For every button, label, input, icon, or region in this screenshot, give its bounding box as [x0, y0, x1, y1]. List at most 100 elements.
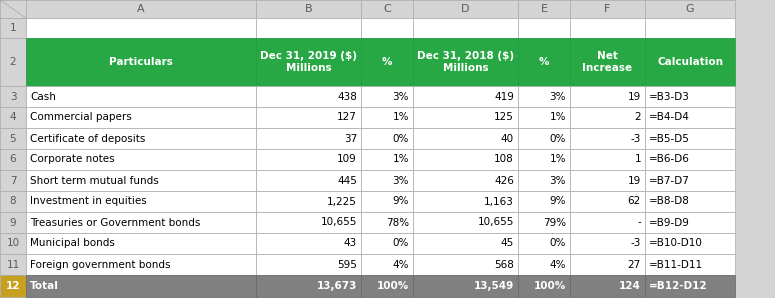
- Bar: [645, 128, 735, 149]
- Text: Short term mutual funds: Short term mutual funds: [30, 176, 159, 185]
- Bar: [361, 86, 413, 107]
- Bar: [0, 18, 26, 38]
- Text: 595: 595: [337, 260, 357, 269]
- Text: Dec 31, 2019 ($)
Millions: Dec 31, 2019 ($) Millions: [260, 51, 357, 73]
- Text: -: -: [637, 218, 641, 227]
- Bar: [0, 149, 26, 170]
- Bar: [645, 86, 735, 107]
- Text: 6: 6: [9, 154, 16, 164]
- Bar: [518, 191, 570, 212]
- Text: 125: 125: [494, 113, 514, 122]
- Text: Corporate notes: Corporate notes: [30, 154, 115, 164]
- Text: =B11-D11: =B11-D11: [649, 260, 703, 269]
- Bar: [26, 38, 256, 86]
- Bar: [645, 233, 735, 254]
- Bar: [645, 191, 735, 212]
- Bar: [413, 191, 518, 212]
- Text: 40: 40: [501, 134, 514, 144]
- Bar: [570, 18, 645, 38]
- Text: 1: 1: [635, 154, 641, 164]
- Bar: [413, 212, 518, 233]
- Text: Foreign government bonds: Foreign government bonds: [30, 260, 170, 269]
- Bar: [361, 212, 413, 233]
- Text: -3: -3: [631, 238, 641, 249]
- Bar: [645, 212, 735, 233]
- Text: 1%: 1%: [549, 154, 566, 164]
- Bar: [645, 149, 735, 170]
- Bar: [645, 18, 735, 38]
- Bar: [570, 149, 645, 170]
- Bar: [570, 170, 645, 191]
- Text: =B7-D7: =B7-D7: [649, 176, 690, 185]
- Text: Dec 31, 2018 ($)
Millions: Dec 31, 2018 ($) Millions: [417, 51, 514, 73]
- Bar: [0, 128, 26, 149]
- Text: 127: 127: [337, 113, 357, 122]
- Text: 9%: 9%: [549, 196, 566, 207]
- Text: 4%: 4%: [392, 260, 409, 269]
- Bar: [256, 233, 361, 254]
- Bar: [518, 254, 570, 275]
- Bar: [570, 212, 645, 233]
- Bar: [645, 0, 735, 18]
- Text: G: G: [686, 4, 694, 14]
- Bar: [26, 170, 256, 191]
- Text: 19: 19: [628, 176, 641, 185]
- Bar: [518, 170, 570, 191]
- Text: 10,655: 10,655: [477, 218, 514, 227]
- Bar: [26, 191, 256, 212]
- Bar: [256, 38, 361, 86]
- Text: 9%: 9%: [392, 196, 409, 207]
- Bar: [26, 18, 256, 38]
- Bar: [570, 86, 645, 107]
- Text: Particulars: Particulars: [109, 57, 173, 67]
- Text: 3%: 3%: [549, 91, 566, 102]
- Text: D: D: [461, 4, 470, 14]
- Text: Municipal bonds: Municipal bonds: [30, 238, 115, 249]
- Text: 438: 438: [337, 91, 357, 102]
- Bar: [413, 128, 518, 149]
- Text: =B10-D10: =B10-D10: [649, 238, 703, 249]
- Text: 27: 27: [628, 260, 641, 269]
- Bar: [256, 275, 361, 297]
- Text: 108: 108: [494, 154, 514, 164]
- Bar: [645, 254, 735, 275]
- Bar: [413, 86, 518, 107]
- Bar: [570, 233, 645, 254]
- Bar: [0, 233, 26, 254]
- Bar: [570, 128, 645, 149]
- Text: 2: 2: [635, 113, 641, 122]
- Bar: [256, 0, 361, 18]
- Text: 0%: 0%: [393, 238, 409, 249]
- Text: 62: 62: [628, 196, 641, 207]
- Text: 0%: 0%: [393, 134, 409, 144]
- Bar: [518, 18, 570, 38]
- Bar: [26, 233, 256, 254]
- Bar: [645, 38, 735, 86]
- Text: F: F: [604, 4, 611, 14]
- Text: 10: 10: [6, 238, 19, 249]
- Text: C: C: [383, 4, 391, 14]
- Bar: [26, 128, 256, 149]
- Text: =B6-D6: =B6-D6: [649, 154, 690, 164]
- Bar: [361, 254, 413, 275]
- Text: 109: 109: [337, 154, 357, 164]
- Text: 12: 12: [5, 281, 20, 291]
- Text: 10,655: 10,655: [321, 218, 357, 227]
- Bar: [0, 191, 26, 212]
- Bar: [570, 275, 645, 297]
- Text: 13,673: 13,673: [317, 281, 357, 291]
- Bar: [256, 191, 361, 212]
- Text: 3%: 3%: [392, 91, 409, 102]
- Bar: [361, 38, 413, 86]
- Bar: [361, 128, 413, 149]
- Bar: [256, 107, 361, 128]
- Text: 1,225: 1,225: [327, 196, 357, 207]
- Text: 568: 568: [494, 260, 514, 269]
- Text: 4%: 4%: [549, 260, 566, 269]
- Text: E: E: [540, 4, 547, 14]
- Text: 19: 19: [628, 91, 641, 102]
- Text: =B9-D9: =B9-D9: [649, 218, 690, 227]
- Bar: [645, 275, 735, 297]
- Text: 100%: 100%: [534, 281, 566, 291]
- Bar: [413, 38, 518, 86]
